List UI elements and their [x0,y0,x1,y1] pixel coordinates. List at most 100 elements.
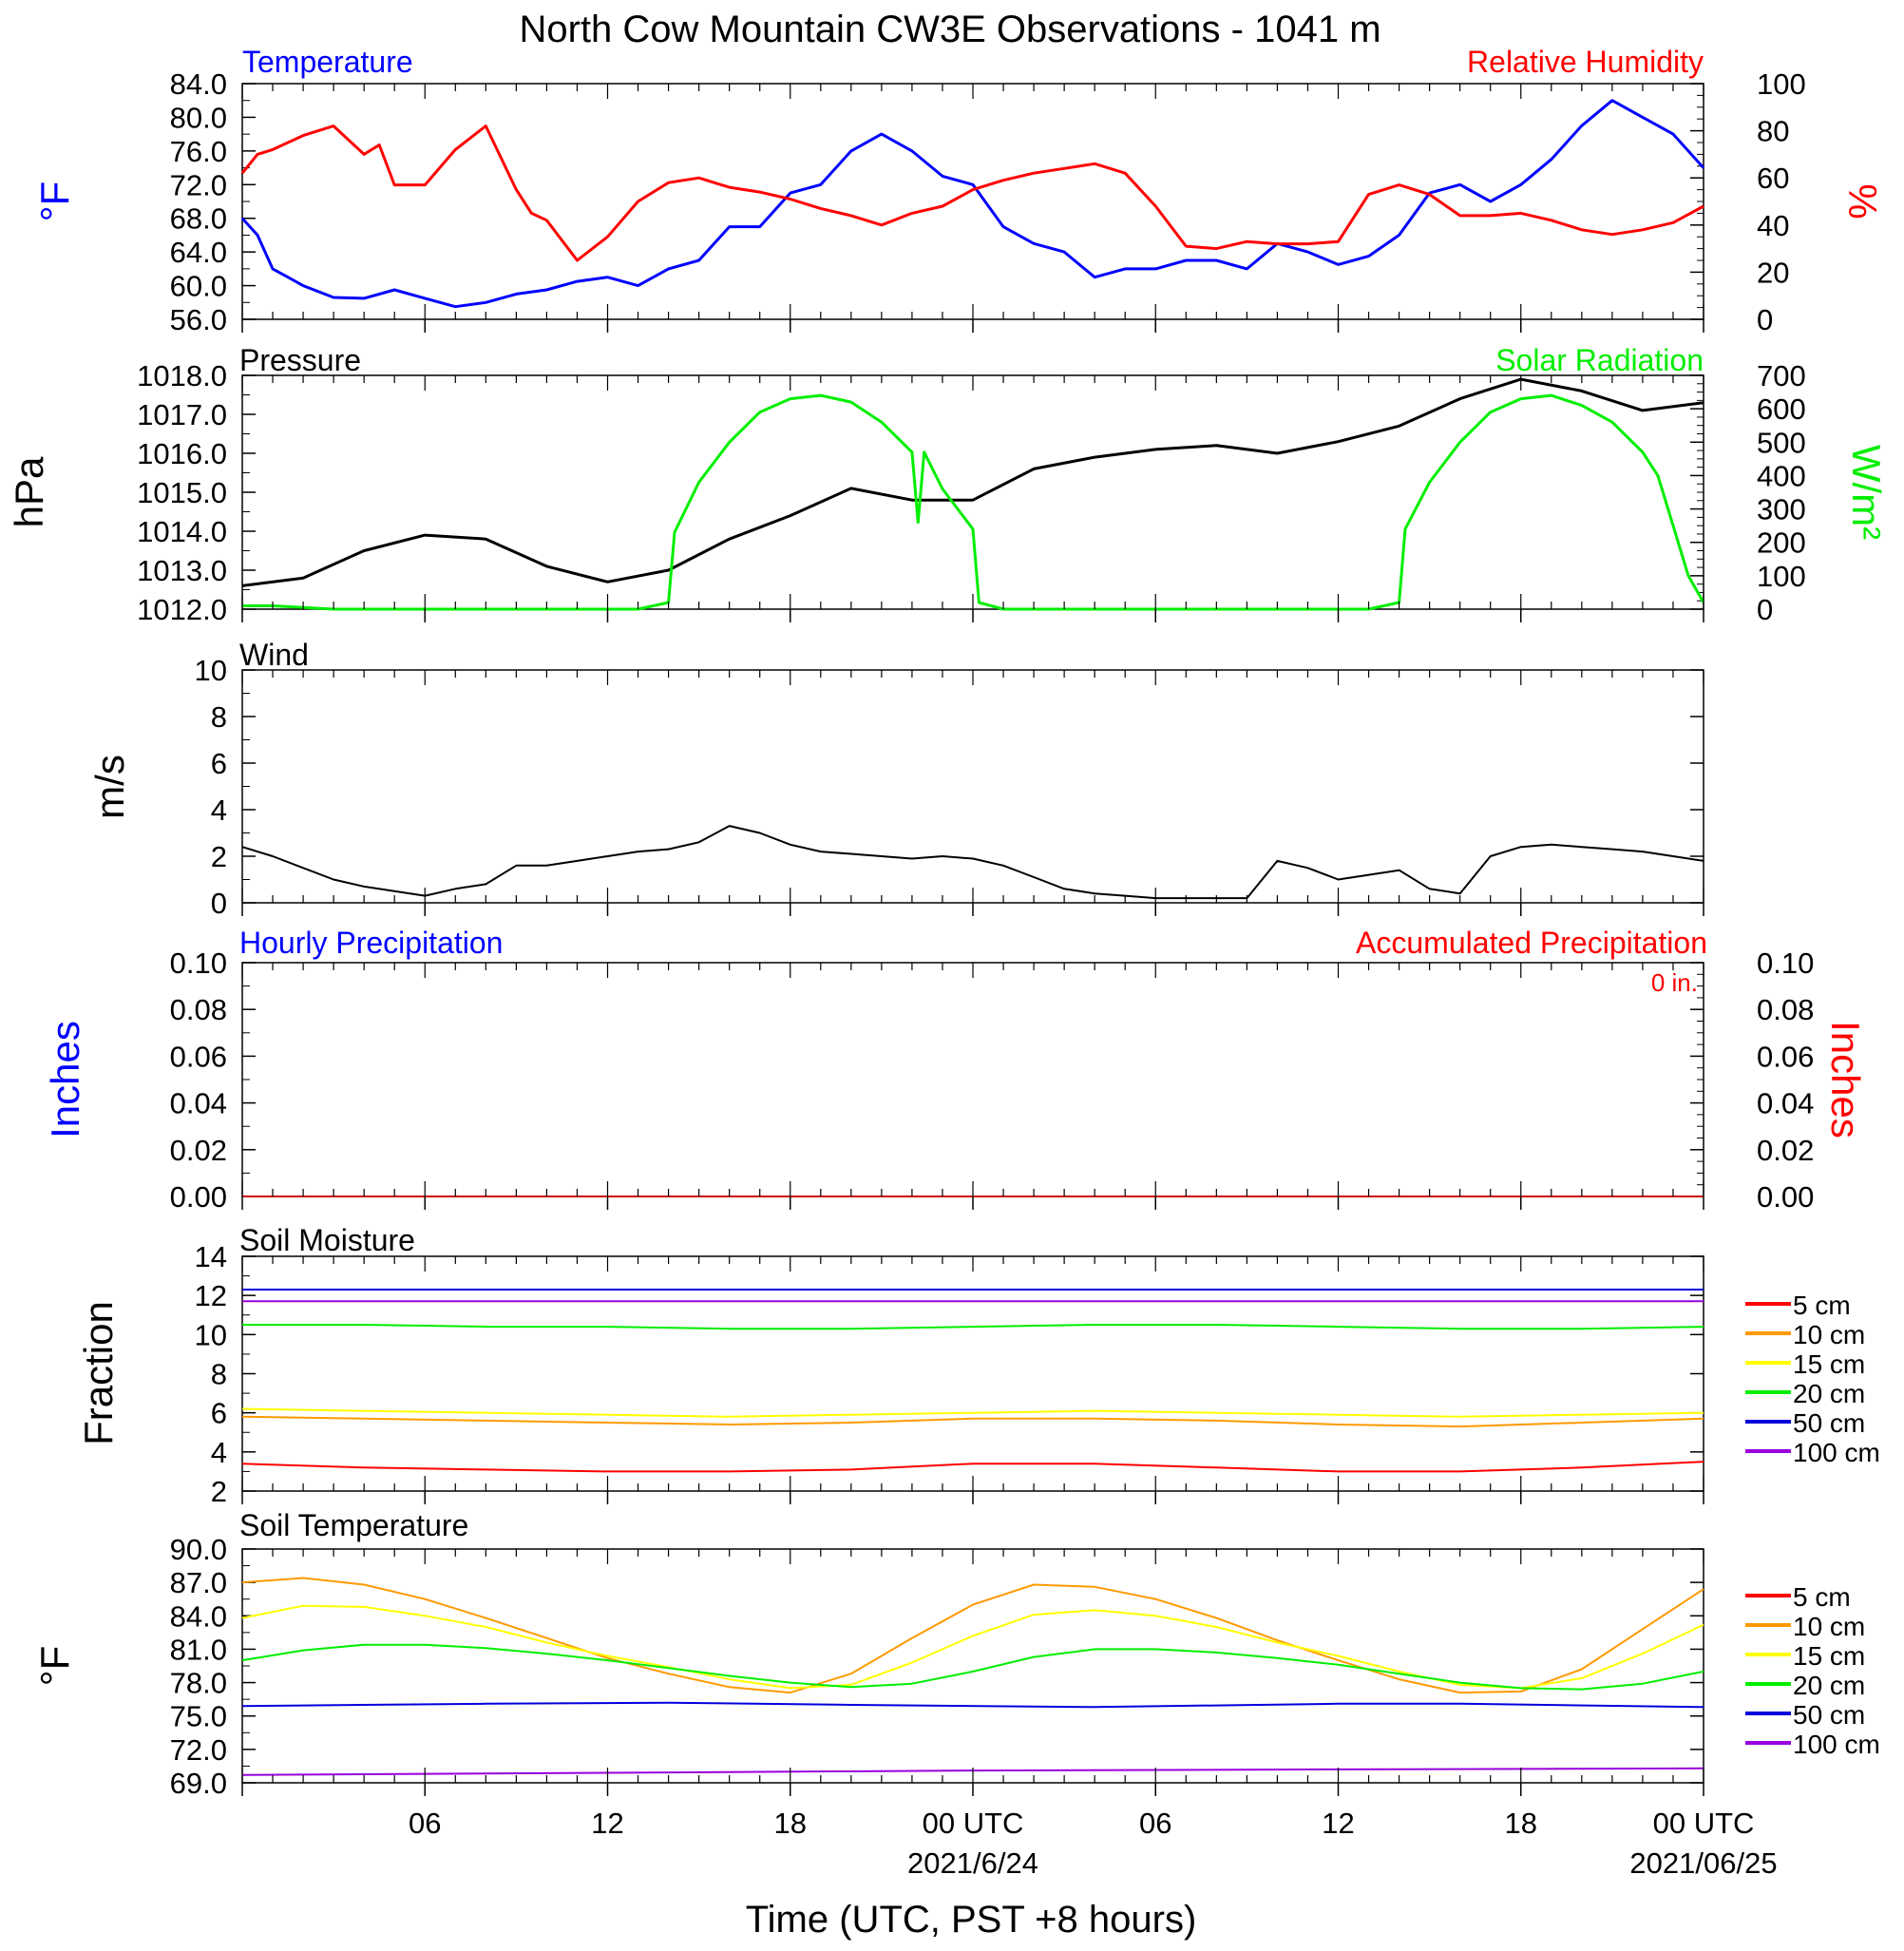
temperature-title: Temperature [242,45,413,79]
wind-title: Wind [239,638,309,672]
temperature-axis-ticks: 84.080.076.072.068.064.060.056.0 [170,67,256,336]
precip-panel: Hourly Precipitation Accumulated Precipi… [43,926,1868,1214]
y-tick-label: 6 [211,747,227,780]
series-relative-humidity [240,124,1704,262]
soil-temperature-x-ticks [241,1549,1704,1796]
y-tick-label: 75.0 [170,1700,227,1733]
y-tick-label: 12 [195,1279,227,1312]
temperature-x-ticks [241,84,1704,333]
y-tick-label: 72.0 [170,168,227,201]
y-tick-label: 1017.0 [137,398,227,431]
y-tick-label: 84.0 [170,1599,227,1633]
y-tick-right-label: 600 [1757,392,1806,426]
y-tick-label: 60.0 [170,270,227,303]
series-50-cm [241,1701,1704,1709]
y-tick-right-label: 0 [1757,303,1773,336]
x-tick-label: 18 [1505,1807,1537,1840]
y-tick-label: 6 [211,1397,227,1430]
y-tick-right-label: 0.02 [1757,1134,1814,1167]
y-tick-label: 0.00 [170,1180,227,1214]
pressure-panel: Pressure Solar Radiation hPa W/m² 1018.0… [7,343,1889,626]
y-tick-right-label: 100 [1757,67,1806,101]
x-tick-label: 12 [1322,1807,1354,1840]
y-tick-label: 8 [211,700,227,734]
y-tick-label: 84.0 [170,67,227,101]
pressure-panel-frame [241,374,1704,610]
soil-temperature-axis-ticks: 90.087.084.081.078.075.072.069.0 [170,1533,256,1800]
y-tick-label: 4 [211,1436,227,1469]
precip-x-ticks [241,963,1704,1210]
temperature-panel: Temperature Relative Humidity °F % 84.08… [32,45,1885,336]
wind-axis-ticks: 10 8 6 4 2 0 [195,654,256,920]
y-tick-label: 80.0 [170,101,227,134]
wind-series [241,825,1704,900]
x-tick-label: 00 UTC [923,1807,1024,1840]
y-tick-right-label: 300 [1757,493,1806,526]
y-tick-right-label: 0.04 [1757,1087,1814,1120]
legend-label: 15 cm [1793,1349,1865,1379]
y-tick-label: 81.0 [170,1633,227,1666]
legend-label: 10 cm [1793,1612,1865,1641]
legend-label: 100 cm [1793,1438,1880,1467]
x-tick-label: 06 [409,1807,441,1840]
accum-precip-axis-ticks: 0.10 0.08 0.06 0.04 0.02 0.00 [1690,947,1814,1214]
legend-label: 5 cm [1793,1582,1851,1612]
pressure-axis-ticks: 1018.0 1017.0 1016.0 1015.0 1014.0 1013.0 1012… [137,359,256,626]
y-tick-label: 72.0 [170,1733,227,1767]
series-10-cm [241,1577,1704,1694]
y-tick-label: 76.0 [170,135,227,168]
temperature-panel-frame [241,83,1704,320]
precip-panel-frame [241,962,1704,1197]
soil-temperature-panel: Soil Temperature °F 90.087.084.081.078.0… [32,1508,1880,1800]
pressure-x-ticks [241,375,1704,622]
legend-label: 20 cm [1793,1671,1865,1700]
humidity-title: Relative Humidity [1467,45,1704,79]
wind-unit: m/s [87,755,132,819]
wind-right-ticks [1690,669,1704,904]
y-tick-right-label: 80 [1757,115,1789,148]
y-tick-label: 69.0 [170,1767,227,1800]
x-tick-label: 00 UTC [1653,1807,1755,1840]
y-tick-right-label: 0.06 [1757,1040,1814,1073]
y-tick-label: 68.0 [170,202,227,236]
y-tick-right-label: 200 [1757,526,1806,560]
series-wind-speed [241,825,1704,900]
series-15-cm [241,1407,1704,1418]
y-tick-label: 56.0 [170,303,227,336]
hourly-precip-unit: Inches [43,1021,87,1138]
pressure-series [241,377,1705,611]
soil-moisture-right-ticks [1690,1255,1704,1492]
solar-title: Solar Radiation [1495,343,1704,377]
humidity-unit: % [1840,183,1885,219]
y-tick-label: 0.08 [170,993,227,1026]
y-tick-right-label: 0.10 [1757,947,1814,980]
pressure-title: Pressure [239,343,361,377]
y-tick-right-label: 0.08 [1757,993,1814,1026]
y-tick-label: 1015.0 [137,476,227,509]
y-tick-right-label: 400 [1757,459,1806,492]
legend-label: 5 cm [1793,1291,1851,1320]
y-tick-label: 64.0 [170,236,227,269]
y-tick-right-label: 40 [1757,209,1789,242]
series-5-cm [241,1461,1704,1473]
soil-temperature-series [241,1577,1704,1776]
soil-temperature-right-ticks [1690,1548,1704,1784]
y-tick-label: 10 [195,1318,227,1351]
soil-moisture-series [241,1289,1704,1473]
y-tick-right-label: 20 [1757,256,1789,289]
y-tick-label: 14 [195,1240,227,1273]
soil-moisture-unit: Fraction [76,1301,121,1445]
y-tick-right-label: 100 [1757,560,1806,593]
soil-temperature-panel-frame [241,1548,1704,1784]
legend-label: 50 cm [1793,1408,1865,1438]
x-tick-label: 18 [774,1807,807,1840]
y-tick-right-label: 700 [1757,359,1806,392]
legend-label: 15 cm [1793,1641,1865,1671]
pressure-unit: hPa [7,456,51,527]
solar-unit: W/m² [1844,445,1889,540]
soil-moisture-x-ticks [241,1256,1704,1504]
x-tick-sublabel: 2021/6/24 [907,1846,1038,1880]
